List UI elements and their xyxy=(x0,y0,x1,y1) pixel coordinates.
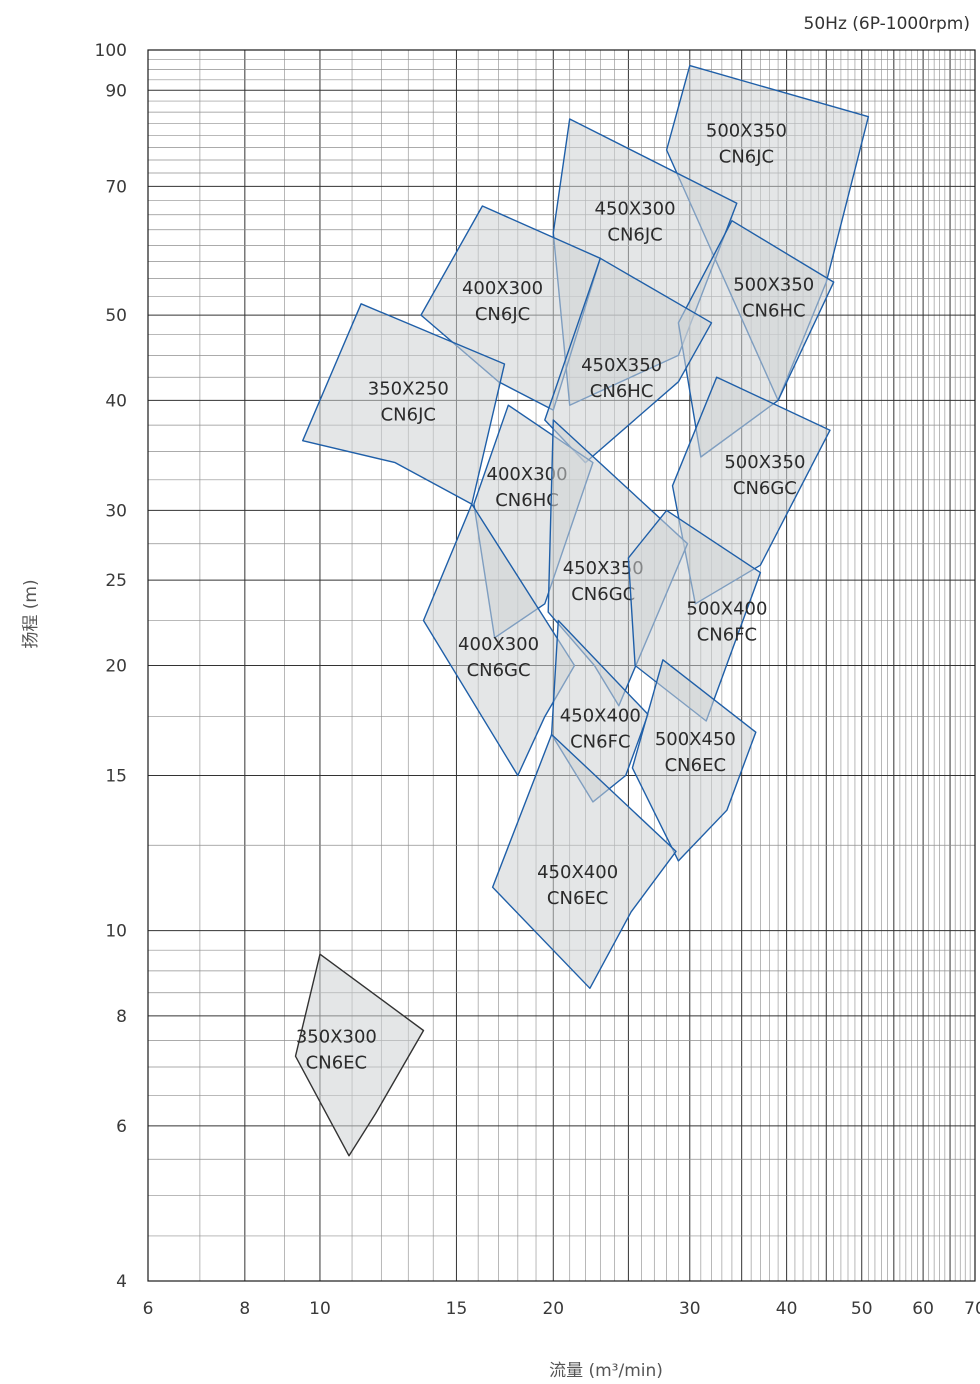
region-model-label: 400X300 xyxy=(458,634,539,655)
region-model-label: 500X450 xyxy=(655,729,736,750)
y-tick-label: 4 xyxy=(116,1272,127,1292)
region-series-label: CN6JC xyxy=(719,147,774,168)
performance-region: 450X350 CN6HC xyxy=(544,257,713,464)
region-model-label: 350X250 xyxy=(368,378,449,399)
region-shape xyxy=(491,733,677,989)
region-series-label: CN6JC xyxy=(475,304,530,325)
performance-region: 500X350 CN6JC xyxy=(665,64,870,402)
region-series-label: CN6HC xyxy=(590,381,654,402)
y-axis-title: 扬程 (m) xyxy=(21,579,41,648)
x-tick-label: 30 xyxy=(679,1299,701,1319)
y-tick-label: 6 xyxy=(116,1117,127,1137)
x-tick-label: 15 xyxy=(446,1299,468,1319)
region-shape xyxy=(631,659,757,862)
region-model-label: 500X350 xyxy=(706,121,787,142)
region-shape xyxy=(420,205,601,411)
region-series-label: CN6GC xyxy=(571,584,635,605)
performance-region: 400X300 CN6JC xyxy=(420,205,601,411)
performance-regions: 500X350CN6JC450X300CN6JC500X350CN6HC400X… xyxy=(294,64,870,1157)
region-series-label: CN6EC xyxy=(547,888,608,909)
x-axis-title: 流量 (m³/min) xyxy=(549,1361,663,1381)
y-tick-label: 40 xyxy=(105,391,127,411)
x-tick-label: 6 xyxy=(143,1299,154,1319)
region-shape xyxy=(544,257,713,464)
y-tick-label: 70 xyxy=(105,177,127,197)
region-series-label: CN6JC xyxy=(381,404,436,425)
y-tick-label: 90 xyxy=(105,81,127,101)
y-tick-label: 100 xyxy=(95,41,127,61)
y-tick-label: 8 xyxy=(116,1007,127,1027)
region-series-label: CN6GC xyxy=(733,478,797,499)
region-model-label: 500X400 xyxy=(686,598,767,619)
y-tick-label: 10 xyxy=(105,922,127,942)
x-tick-label: 60 xyxy=(912,1299,934,1319)
y-tick-label: 20 xyxy=(105,657,127,677)
region-model-label: 450X350 xyxy=(581,355,662,376)
performance-region: 450X400 CN6EC xyxy=(491,733,677,989)
performance-region: 400X300 CN6GC xyxy=(422,503,576,777)
region-shape xyxy=(302,303,506,505)
y-tick-label: 15 xyxy=(105,767,127,787)
frequency-label: 50Hz (6P-1000rpm) xyxy=(804,14,970,34)
region-series-label: CN6FC xyxy=(697,624,757,645)
region-series-label: CN6HC xyxy=(742,300,806,321)
x-tick-label: 10 xyxy=(309,1299,331,1319)
region-series-label: CN6HC xyxy=(495,490,559,511)
region-series-label: CN6EC xyxy=(306,1052,367,1073)
region-series-label: CN6JC xyxy=(607,225,662,246)
region-model-label: 450X300 xyxy=(595,199,676,220)
region-model-label: 350X300 xyxy=(296,1026,377,1047)
region-model-label: 500X350 xyxy=(724,452,805,473)
region-series-label: CN6EC xyxy=(665,755,726,776)
x-tick-label: 70 xyxy=(964,1299,980,1319)
y-tick-label: 30 xyxy=(105,501,127,521)
region-model-label: 450X400 xyxy=(537,862,618,883)
x-tick-labels: 6 8 10 15 20 30 40 50 60 70 xyxy=(143,1299,980,1319)
y-tick-labels: 4 6 8 10 15 20 25 30 40 50 70 90 100 xyxy=(95,41,127,1292)
performance-region: 500X450 CN6EC xyxy=(631,659,757,862)
x-tick-label: 50 xyxy=(851,1299,873,1319)
y-tick-label: 25 xyxy=(105,571,127,591)
plot-frame xyxy=(147,49,976,1282)
region-model-label: 500X350 xyxy=(733,274,814,295)
region-shape xyxy=(294,953,425,1157)
performance-region: 350X250 CN6JC xyxy=(302,303,506,505)
region-series-label: CN6GC xyxy=(467,660,531,681)
region-model-label: 400X300 xyxy=(462,278,543,299)
x-tick-label: 8 xyxy=(239,1299,250,1319)
region-model-label: 450X400 xyxy=(560,706,641,727)
region-model-label: 450X350 xyxy=(563,558,644,579)
x-tick-label: 20 xyxy=(542,1299,564,1319)
performance-region: 350X300 CN6EC xyxy=(294,953,425,1157)
x-tick-label: 40 xyxy=(776,1299,798,1319)
region-model-label: 400X300 xyxy=(487,464,568,485)
region-series-label: CN6FC xyxy=(570,732,630,753)
y-tick-label: 50 xyxy=(105,306,127,326)
